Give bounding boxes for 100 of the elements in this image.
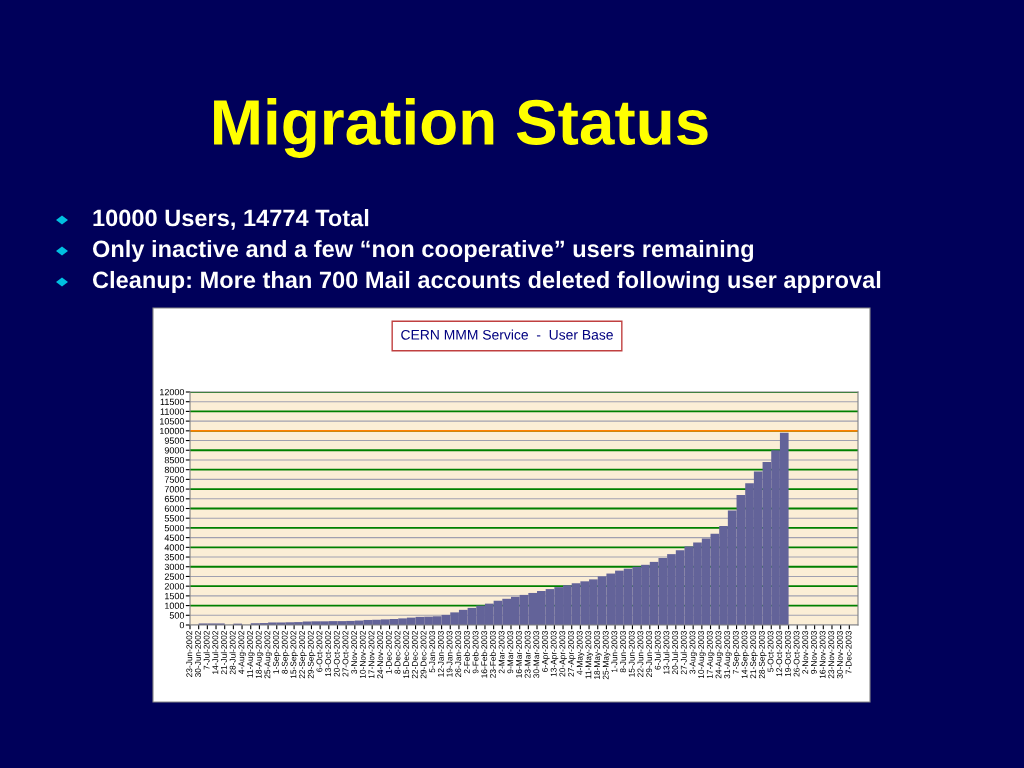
x-tick-label: 9-Nov-2003 xyxy=(810,630,817,674)
x-tick-label: 20-Apr-2003 xyxy=(559,630,567,677)
x-tick-label: 29-Sep-2002 xyxy=(307,630,316,679)
y-tick-label: 1500 xyxy=(165,592,185,600)
x-tick-label: 26-Jan-2003 xyxy=(455,630,462,677)
x-tick-label: 17-Nov-2002 xyxy=(368,630,375,679)
x-tick-label: 15-Dec-2002 xyxy=(403,630,410,679)
y-tick-label: 2000 xyxy=(164,583,185,590)
x-tick-label: 6-Jul-2003 xyxy=(654,630,661,670)
x-tick-label: 6-Oct-2002 xyxy=(316,630,323,672)
y-tick-label: 3500 xyxy=(164,554,185,561)
x-tick-label: 26-Oct-2003 xyxy=(793,630,800,677)
x-tick-label: 4-Aug-2002 xyxy=(238,630,246,674)
x-tick-label: 2-Feb-2003 xyxy=(463,630,470,674)
x-tick-label: 10-Aug-2003 xyxy=(698,630,706,679)
x-tick-label: 1-Dec-2002 xyxy=(385,630,392,674)
y-tick-label: 4000 xyxy=(164,544,185,551)
x-tick-label: 13-Oct-2002 xyxy=(325,630,332,677)
x-tick-label: 19-Jan-2003 xyxy=(446,630,453,677)
x-tick-label: 9-Feb-2003 xyxy=(472,630,479,674)
x-tick-label: 25-May-2003 xyxy=(602,630,611,680)
x-tick-label: 9-Mar-2003 xyxy=(507,630,514,674)
y-tick-label: 7000 xyxy=(164,486,185,493)
x-tick-label: 15-Jun-2003 xyxy=(628,630,635,677)
x-tick-label: 20-Oct-2002 xyxy=(333,630,340,677)
chart-subtitle: CERN MMM Service - User Base xyxy=(401,329,613,340)
chart-title: Migration Status xyxy=(214,98,708,158)
x-tick-label: 13-Apr-2003 xyxy=(550,630,559,677)
y-tick-label: 9500 xyxy=(164,437,185,444)
x-tick-label: 30-Mar-2003 xyxy=(533,630,540,678)
x-tick-label: 12-Jan-2003 xyxy=(437,630,444,677)
x-tick-label: 24-Nov-2002 xyxy=(377,630,384,679)
text: Cleanup: More than 700 Mail accounts deleted following user approval xyxy=(92,270,881,294)
y-tick-label: 8000 xyxy=(164,466,185,474)
y-tick-label: 6000 xyxy=(164,505,185,512)
y-tick-label: 6500 xyxy=(164,495,185,503)
x-tick-label: 11-May-2003 xyxy=(585,630,593,679)
y-tick-label: 7500 xyxy=(164,476,185,483)
x-tick-label: 1-Jun-2003 xyxy=(611,630,618,673)
x-tick-label: 28-Jul-2002 xyxy=(229,630,236,675)
x-tick-label: 18-Aug-2002 xyxy=(255,630,264,679)
x-tick-label: 21-Jul-2002 xyxy=(220,630,227,675)
x-tick-label: 17-Aug-2003 xyxy=(706,630,715,679)
x-tick-label: 22-Dec-2002 xyxy=(411,630,418,679)
y-tick-label: 1000 xyxy=(165,602,185,609)
text: Only inactive and a few “non cooperative” users remaining xyxy=(92,239,754,263)
y-tick-label: 11000 xyxy=(160,408,185,415)
x-tick-label: 4-May-2003 xyxy=(576,630,585,675)
x-tick-label: 10-Nov-2002 xyxy=(359,630,366,679)
x-tick-label: 25-Aug-2002 xyxy=(264,630,272,679)
x-tick-label: 21-Sep-2003 xyxy=(750,630,758,679)
x-tick-label: 2-Nov-2003 xyxy=(802,630,809,674)
x-tick-label: 18-May-2003 xyxy=(594,630,602,680)
x-tick-label: 28-Sep-2003 xyxy=(758,630,767,679)
x-tick-label: 7-Dec-2003 xyxy=(845,630,852,674)
y-tick-label: 11500 xyxy=(160,398,185,406)
x-tick-label: 8-Jun-2003 xyxy=(620,630,626,673)
x-tick-label: 5-Oct-2003 xyxy=(767,630,774,672)
x-tick-label: 20-Jul-2003 xyxy=(671,630,679,675)
x-tick-label: 8-Sep-2002 xyxy=(281,630,290,674)
x-tick-label: 14-Jul-2002 xyxy=(212,630,219,674)
x-tick-label: 23-Mar-2003 xyxy=(524,630,531,678)
x-tick-label: 15-Sep-2002 xyxy=(290,630,298,679)
y-tick-label: 8500 xyxy=(164,456,185,464)
x-tick-label: 23-Jun-2002 xyxy=(186,630,193,677)
x-tick-label: 22-Sep-2002 xyxy=(299,630,307,679)
x-tick-label: 3-Nov-2002 xyxy=(351,630,358,674)
x-tick-label: 27-Apr-2003 xyxy=(568,630,576,677)
x-tick-label: 1-Sep-2002 xyxy=(273,630,281,674)
x-tick-label: 11-Aug-2002 xyxy=(247,630,255,678)
x-tick-label: 27-Jul-2003 xyxy=(680,630,687,675)
y-tick-label: 9000 xyxy=(164,447,185,454)
x-tick-label: 7-Sep-2003 xyxy=(732,630,741,674)
y-tick-label: 4500 xyxy=(164,534,185,541)
x-tick-label: 16-Mar-2003 xyxy=(516,630,522,678)
x-tick-label: 8-Dec-2002 xyxy=(394,630,401,674)
y-tick-label: 2500 xyxy=(164,573,185,580)
x-tick-label: 27-Oct-2002 xyxy=(342,630,349,677)
x-tick-label: 5-Jan-2003 xyxy=(429,630,436,673)
y-tick-label: 500 xyxy=(169,612,185,619)
y-tick-label: 0 xyxy=(179,621,185,629)
y-tick-label: 3000 xyxy=(164,563,185,571)
x-tick-label: 16-Feb-2003 xyxy=(481,630,488,678)
x-tick-label: 22-Jun-2003 xyxy=(637,630,644,677)
x-tick-label: 31-Aug-2003 xyxy=(724,630,732,679)
text: 10000 Users, 14774 Total xyxy=(93,209,369,230)
x-tick-label: 30-Nov-2003 xyxy=(836,630,843,679)
x-tick-label: 24-Aug-2003 xyxy=(715,630,724,679)
x-tick-label: 7-Jul-2002 xyxy=(203,630,210,670)
y-tick-label: 10500 xyxy=(160,418,185,425)
x-tick-label: 16-Nov-2003 xyxy=(819,630,826,679)
x-tick-label: 2-Mar-2003 xyxy=(498,630,505,674)
x-tick-label: 23-Feb-2003 xyxy=(489,630,496,678)
x-tick-label: 29-Jun-2003 xyxy=(646,630,653,677)
x-tick-label: 14-Sep-2003 xyxy=(741,630,750,679)
x-tick-label: 23-Nov-2003 xyxy=(828,630,835,679)
x-tick-label: 29-Dec-2002 xyxy=(420,630,427,679)
x-tick-label: 19-Oct-2003 xyxy=(784,630,791,677)
x-tick-label: 12-Oct-2003 xyxy=(776,630,783,677)
y-tick-label: 12000 xyxy=(160,388,185,396)
